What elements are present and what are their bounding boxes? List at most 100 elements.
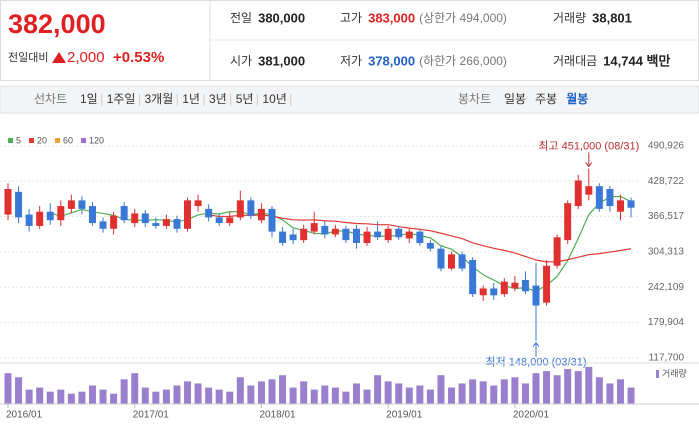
volume-bar (553, 375, 561, 404)
candle-body (321, 225, 329, 235)
volume-bar (564, 369, 572, 404)
candle-body (215, 217, 223, 224)
field-label: 시가 (230, 54, 252, 68)
volume-bar (363, 389, 371, 404)
candle-body (268, 208, 276, 232)
field-label: 고가 (340, 11, 362, 25)
volume-bar (395, 383, 403, 404)
volume-bar (205, 387, 213, 404)
candle-body (595, 186, 603, 209)
range-button[interactable]: 3개월 (144, 92, 173, 106)
volume-bar (585, 367, 593, 404)
candle-body (205, 208, 213, 218)
field-label: 거래대금 (553, 54, 597, 68)
candle-body (67, 200, 75, 209)
volume-bar (15, 377, 23, 404)
candle-body (184, 200, 192, 229)
volume-bar (257, 381, 265, 404)
volume-bar (511, 377, 519, 404)
y-tick-label: 366,517 (648, 211, 685, 222)
volume-bar (4, 373, 12, 404)
range-button[interactable]: 월봉 (566, 91, 588, 106)
toolbar (0, 85, 699, 114)
arrow-head (585, 162, 593, 168)
volume-bar (521, 383, 529, 404)
x-tick-label: 2016/01 (6, 410, 43, 421)
legend-swatch (29, 138, 35, 143)
candle-body (490, 288, 498, 296)
volume-bar (321, 385, 329, 404)
field-value: 38,801 (592, 10, 632, 25)
candle-body (331, 228, 339, 235)
volume-bar (416, 385, 424, 404)
legend-swatch (55, 138, 61, 143)
candle-body (384, 228, 392, 241)
volume-bar (543, 371, 551, 404)
volume-bar (574, 371, 582, 404)
volume-bar (469, 379, 477, 404)
candle-body (342, 228, 350, 241)
field-label: 저가 (340, 54, 362, 68)
legend-label: 60 (63, 135, 73, 145)
candle-body (4, 188, 12, 215)
field-label: 거래량 (553, 11, 586, 25)
candle-body (363, 231, 371, 243)
field-note: (하한가 266,000) (419, 54, 507, 68)
range-button[interactable]: 1주일 (107, 92, 136, 106)
candle-body (226, 217, 234, 224)
volume-bar (88, 385, 96, 404)
candle-body (131, 213, 139, 224)
volume-swatch (656, 370, 659, 378)
volume-bar (184, 381, 192, 404)
volume-bar (448, 387, 456, 404)
candle-body (405, 231, 413, 239)
volume-bar (532, 373, 540, 404)
volume-bar (342, 391, 350, 404)
range-button[interactable]: 주봉 (535, 92, 557, 106)
candle-body (247, 200, 255, 216)
range-button[interactable]: 일봉 (504, 92, 526, 106)
candle-body (426, 242, 434, 249)
range-button[interactable]: 1일 (80, 92, 98, 106)
toolbar-label: 봉차트 (458, 92, 491, 106)
candle-body (57, 206, 65, 221)
candle-body (25, 214, 33, 226)
candle-body (416, 231, 424, 243)
candle-body (141, 213, 149, 224)
volume-bar (25, 389, 33, 404)
range-button[interactable]: 1년 (182, 92, 200, 106)
volume-bar (310, 389, 318, 404)
volume-bar (500, 379, 508, 404)
volume-bar (194, 383, 202, 404)
field-value: 381,000 (258, 53, 305, 68)
candle-body (120, 206, 128, 221)
candle-body (374, 231, 382, 238)
volume-bar (279, 375, 287, 404)
candle-body (152, 223, 160, 226)
candle-body (162, 219, 170, 226)
arrow-head (532, 341, 540, 348)
candle-body (458, 254, 466, 269)
candle-body (606, 188, 614, 207)
candle-body (521, 279, 529, 292)
range-button[interactable]: 5년 (236, 92, 254, 106)
candle-body (289, 234, 297, 241)
volume-bar (374, 375, 382, 404)
candle-body (395, 228, 403, 238)
field-value: 380,000 (258, 10, 305, 25)
volume-bar (595, 377, 603, 404)
volume-bar (458, 383, 466, 404)
range-button[interactable]: 3년 (209, 92, 227, 106)
candle-body (553, 237, 561, 266)
volume-bar (46, 391, 54, 404)
volume-bar (226, 391, 234, 404)
candle-body (616, 200, 624, 212)
volume-bar (606, 383, 614, 404)
volume-bar (405, 387, 413, 404)
range-button[interactable]: 10년 (262, 92, 286, 106)
up-arrow (52, 52, 66, 63)
volume-bar (141, 387, 149, 404)
field-value: 383,000 (368, 10, 415, 25)
